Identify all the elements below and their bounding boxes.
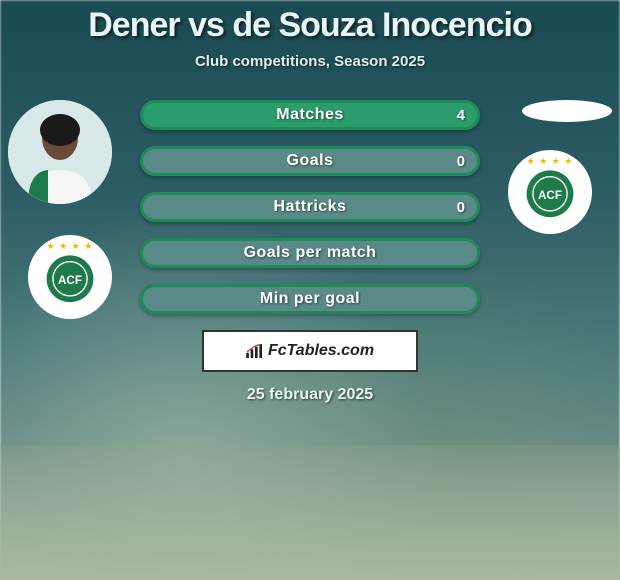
- stat-value-right: 4: [457, 107, 465, 124]
- branding-box: FcTables.com: [202, 330, 418, 372]
- player-right: [522, 100, 612, 122]
- club-badge-right: ★ ★ ★ ★ ACF: [508, 150, 592, 234]
- date-label: 25 february 2025: [0, 386, 620, 404]
- page-title: Dener vs de Souza Inocencio: [88, 6, 531, 45]
- svg-text:ACF: ACF: [538, 189, 562, 202]
- club-badge-left: ★ ★ ★ ★ ACF: [28, 235, 112, 319]
- subtitle: Club competitions, Season 2025: [195, 53, 425, 70]
- stat-row: Matches 4: [140, 100, 480, 130]
- bottom-pad: [0, 445, 620, 580]
- club-stars-right: ★ ★ ★ ★: [527, 156, 574, 167]
- stat-label: Min per goal: [260, 290, 360, 308]
- infographic-card: Dener vs de Souza Inocencio Club competi…: [0, 0, 620, 445]
- club-crest-icon: ACF: [43, 250, 97, 304]
- stat-rows: Matches 4 Goals 0 Hattricks 0 Goals per match M…: [140, 90, 480, 314]
- stat-row: Hattricks 0: [140, 192, 480, 222]
- stat-row: Min per goal: [140, 284, 480, 314]
- stat-label: Hattricks: [274, 198, 347, 216]
- club-stars-left: ★ ★ ★ ★: [47, 241, 94, 252]
- club-crest-icon: ACF: [523, 165, 577, 219]
- brand-text: FcTables.com: [268, 342, 374, 360]
- stat-value-right: 0: [457, 153, 465, 170]
- stat-row: Goals per match: [140, 238, 480, 268]
- player-left-avatar: [8, 100, 112, 204]
- svg-text:ACF: ACF: [58, 274, 82, 287]
- stat-label: Matches: [276, 106, 344, 124]
- player-left: [8, 100, 112, 204]
- stat-value-right: 0: [457, 199, 465, 216]
- stat-label: Goals: [287, 152, 334, 170]
- chart-icon: [246, 344, 264, 358]
- player-right-avatar-placeholder: [522, 100, 612, 122]
- stat-label: Goals per match: [244, 244, 377, 262]
- stat-row: Goals 0: [140, 146, 480, 176]
- main-area: ★ ★ ★ ★ ACF ★ ★ ★ ★ ACF Matches4Goals0Ha…: [0, 90, 620, 445]
